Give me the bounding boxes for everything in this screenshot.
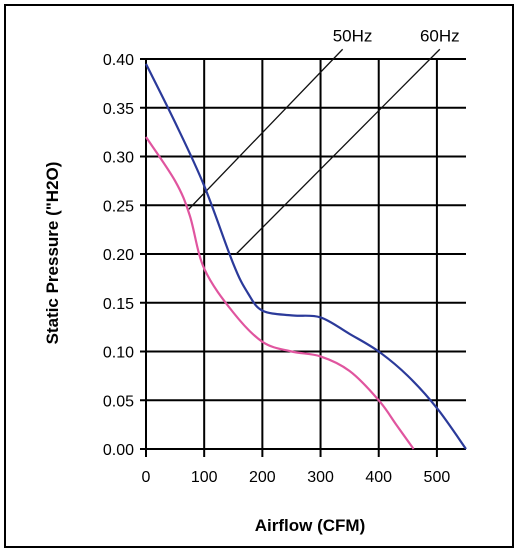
chart-frame [4,4,514,548]
annotation-60hz: 60Hz [420,27,460,46]
y-tick-label: 0.40 [103,52,134,69]
x-tick-label: 100 [191,469,218,486]
y-tick-label: 0.00 [103,442,134,459]
x-axis-title: Airflow (CFM) [255,516,365,535]
annotations: 50Hz 60Hz [333,27,460,46]
x-tick-label: 400 [365,469,392,486]
reference-line-60hz [235,48,441,255]
y-tick-label: 0.05 [103,393,134,410]
x-tick-label: 0 [142,469,151,486]
y-tick-label: 0.30 [103,150,134,167]
y-tick-label: 0.10 [103,345,134,362]
reference-lines [187,48,441,255]
x-tick-label: 300 [307,469,334,486]
y-tick-label: 0.35 [103,101,134,118]
y-tick-label: 0.20 [103,247,134,264]
y-axis-title: Static Pressure ("H2O) [43,162,62,345]
series-lines [145,63,467,450]
series-line-1 [145,63,467,450]
x-tick-labels: 0 100 200 300 400 500 [142,469,451,486]
y-tick-labels: 0.00 0.05 0.10 0.15 0.20 0.25 0.30 0.35 0.40 [103,52,134,459]
reference-line-50hz [187,48,344,211]
y-tick-label: 0.25 [103,198,134,215]
x-tick-label: 200 [249,469,276,486]
grid [140,58,466,457]
x-tick-label: 500 [424,469,451,486]
series-line-2 [145,136,415,450]
annotation-50hz: 50Hz [333,27,373,46]
y-tick-label: 0.15 [103,296,134,313]
